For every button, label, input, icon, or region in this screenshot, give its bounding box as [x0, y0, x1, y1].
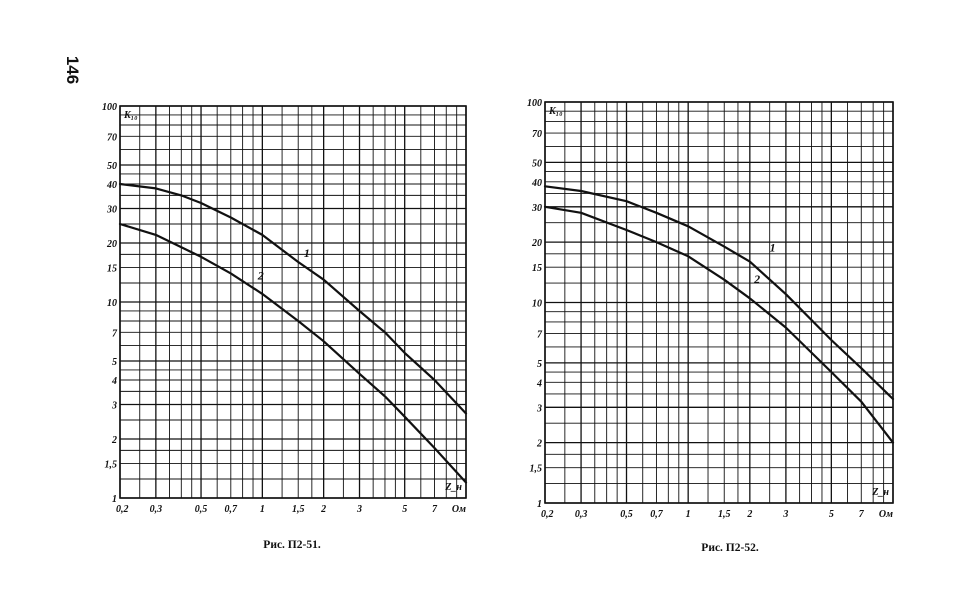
figure-caption: Рис. П2-52. — [701, 542, 759, 554]
y-tick-label: 20 — [106, 239, 117, 250]
y-tick-label: 5 — [537, 359, 542, 370]
x-tick-label: 0,7 — [225, 504, 239, 515]
figure-caption: Рис. П2-51. — [263, 539, 321, 551]
y-axis-label: K₁₀ — [123, 110, 138, 121]
y-axis-label: K₁₀ — [548, 106, 563, 117]
y-tick-label: 1,5 — [530, 464, 543, 475]
x-tick-label: 1 — [260, 504, 265, 515]
x-tick-label: 7 — [432, 504, 438, 515]
y-tick-label: 70 — [532, 129, 542, 140]
x-tick-label: 0,5 — [620, 509, 633, 520]
y-tick-label: 15 — [532, 263, 542, 274]
x-tick-label: Ом — [452, 504, 466, 515]
y-tick-label: 100 — [527, 98, 542, 109]
x-axis-label: Z_н — [444, 482, 462, 493]
x-tick-label: 3 — [782, 509, 788, 520]
y-tick-label: 5 — [112, 357, 117, 368]
y-tick-label: 4 — [111, 376, 117, 387]
series-curve-1 — [118, 182, 468, 415]
y-tick-label: 15 — [107, 263, 117, 274]
plot-frame — [119, 105, 467, 499]
y-tick-label: 7 — [537, 330, 543, 341]
series-curve-1 — [543, 185, 895, 401]
x-tick-label: 0,3 — [575, 509, 588, 520]
x-tick-label: 0,3 — [150, 504, 163, 515]
y-tick-label: 4 — [536, 378, 542, 389]
y-tick-label: 1,5 — [105, 459, 118, 470]
y-tick-label: 2 — [536, 439, 542, 450]
y-tick-label: 30 — [106, 204, 117, 215]
y-tick-label: 2 — [111, 435, 117, 446]
series-label-2: 2 — [257, 269, 264, 283]
x-tick-label: Ом — [879, 509, 893, 520]
y-tick-label: 40 — [106, 180, 117, 191]
series-label-2: 2 — [753, 272, 760, 286]
x-tick-label: 7 — [859, 509, 865, 520]
x-tick-label: 2 — [320, 504, 326, 515]
y-tick-label: 10 — [532, 299, 542, 310]
y-tick-label: 40 — [531, 178, 542, 189]
y-tick-label: 3 — [111, 400, 117, 411]
x-tick-label: 0,2 — [116, 504, 129, 515]
y-tick-label: 7 — [112, 328, 118, 339]
y-tick-label: 50 — [532, 158, 542, 169]
y-tick-label: 100 — [102, 102, 117, 113]
x-tick-label: 0,7 — [650, 509, 664, 520]
y-tick-label: 3 — [536, 403, 542, 414]
x-tick-label: 0,5 — [195, 504, 208, 515]
y-tick-label: 70 — [107, 132, 117, 143]
x-tick-label: 1 — [686, 509, 691, 520]
x-axis-label: Z_н — [871, 487, 889, 498]
x-tick-label: 1,5 — [292, 504, 305, 515]
y-tick-label: 1 — [537, 499, 542, 510]
series-label-1: 1 — [304, 246, 310, 260]
x-tick-label: 1,5 — [718, 509, 731, 520]
x-tick-label: 5 — [402, 504, 407, 515]
series-curve-2 — [543, 205, 895, 444]
chart-fig-p2-52: 0,2 0,3 0,5 0,7 1 1,5 2 3 5 7 Ом100705040302015107… — [527, 98, 895, 554]
plot-frame — [544, 101, 894, 504]
series-curve-2 — [118, 222, 468, 484]
x-tick-label: 3 — [356, 504, 362, 515]
x-tick-label: 5 — [829, 509, 834, 520]
x-tick-label: 0,2 — [541, 509, 554, 520]
y-tick-label: 50 — [107, 161, 117, 172]
y-tick-label: 20 — [531, 238, 542, 249]
series-label-1: 1 — [770, 240, 776, 254]
y-tick-label: 30 — [531, 203, 542, 214]
y-tick-label: 1 — [112, 494, 117, 505]
y-tick-label: 10 — [107, 298, 117, 309]
chart-fig-p2-51: 0,2 0,3 0,5 0,7 1 1,5 2 3 5 7 Ом100705040302015107… — [102, 102, 468, 551]
x-tick-label: 2 — [746, 509, 752, 520]
